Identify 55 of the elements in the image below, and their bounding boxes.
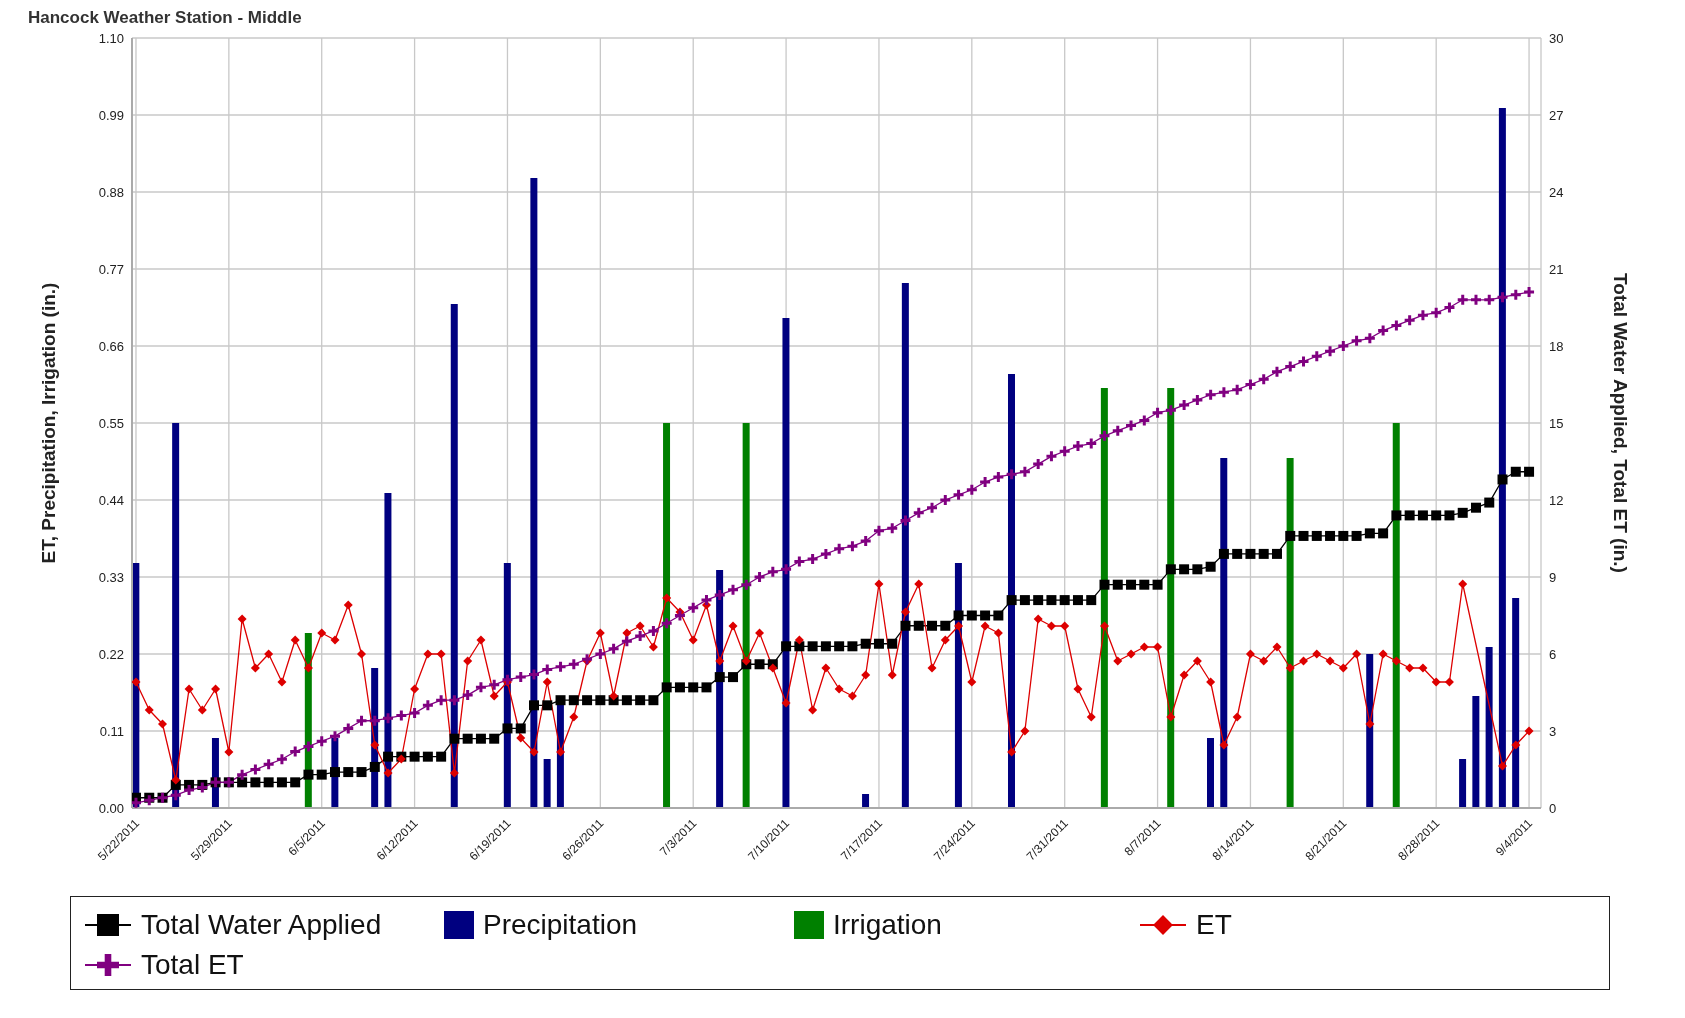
y2-tick-label: 3 [1549,723,1557,739]
y-tick-label: 0.44 [98,492,124,508]
y-tick-label: 0.22 [98,646,124,662]
bar [530,178,538,808]
bar [954,563,962,808]
y2-tick-label: 0 [1549,800,1557,816]
y2-tick-label: 6 [1549,646,1557,662]
bar [862,794,870,808]
bar [742,423,750,808]
bar [503,563,511,808]
y2-tick-label: 30 [1549,30,1564,46]
bar [1220,458,1228,808]
legend-label: Irrigation [833,909,942,941]
bar [384,493,392,808]
bar [1459,759,1467,808]
bar [1286,458,1294,808]
y-axis-title: ET, Precipitation, Irrigation (in.) [37,282,59,564]
y2-axis-title: Total Water Applied, Total ET (in.) [1610,273,1632,573]
y-tick-label: 0.99 [98,107,124,123]
bar [1498,108,1506,808]
bar [1207,738,1215,808]
y2-tick-label: 18 [1549,338,1564,354]
bar [172,423,180,808]
bar [1100,388,1108,808]
y2-tick-label: 9 [1549,569,1557,585]
legend-label: Precipitation [483,909,638,941]
y-tick-label: 0.66 [98,338,124,354]
y2-tick-label: 12 [1549,492,1564,508]
y2-tick-label: 15 [1549,415,1564,431]
bar [1472,696,1480,808]
bar [1167,388,1175,808]
bar [1512,598,1520,808]
y2-tick-label: 27 [1549,107,1564,123]
bar [782,318,790,808]
legend-label: ET [1196,909,1232,941]
y-tick-label: 0.00 [98,800,124,816]
y2-tick-label: 24 [1549,184,1564,200]
legend-label: Total Water Applied [141,909,382,941]
y-tick-label: 0.88 [98,184,124,200]
bar [450,304,458,808]
bar [1485,647,1493,808]
y-tick-label: 0.77 [98,261,124,277]
chart-title: Hancock Weather Station - Middle [28,8,302,28]
y-tick-label: 1.10 [98,30,124,46]
bar [1008,374,1015,808]
y-tick-label: 0.55 [98,415,124,431]
bar [1366,654,1374,808]
legend-label: Total ET [141,949,244,981]
bar [543,759,551,808]
bar [1392,423,1400,808]
bar [663,423,671,808]
y-tick-label: 0.11 [99,723,124,739]
y2-tick-label: 21 [1549,261,1564,277]
bar [901,283,909,808]
y-tick-label: 0.33 [98,569,124,585]
